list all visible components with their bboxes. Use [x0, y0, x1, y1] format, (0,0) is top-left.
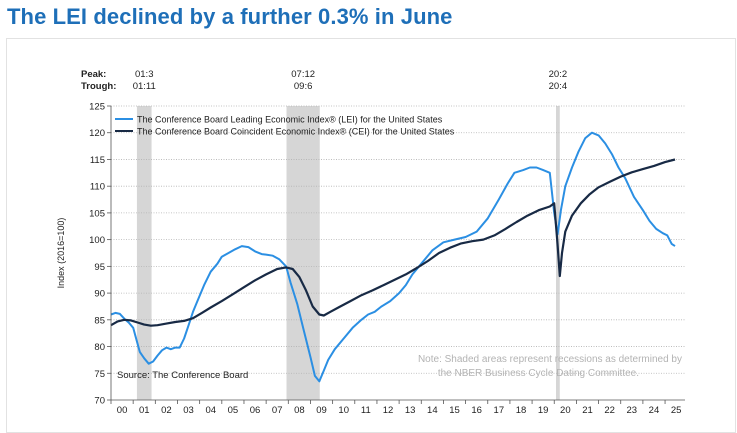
x-tick-label-02: 02: [161, 405, 172, 416]
x-tick-label-01: 01: [139, 405, 150, 416]
legend-label-lei: The Conference Board Leading Economic In…: [137, 115, 443, 125]
y-tick-label-80: 80: [94, 342, 105, 353]
x-tick-label-08: 08: [294, 405, 305, 416]
x-tick-label-09: 09: [316, 405, 327, 416]
recession-trough-label-3: 20:4: [549, 81, 568, 92]
y-tick-label-95: 95: [94, 262, 105, 273]
recession-peak-label-2: 07:12: [291, 69, 315, 80]
y-tick-label-85: 85: [94, 315, 105, 326]
series-lines: [110, 131, 676, 383]
x-tick-label-21: 21: [582, 405, 593, 416]
note-line-1: Note: Shaded areas represent recessions …: [418, 354, 682, 365]
y-tick-label-125: 125: [89, 102, 105, 113]
lei-cei-line-chart: 70 75 80 85 90 95 100 105 110 115 120 125 00 01 02 03 04…: [56, 69, 685, 416]
x-tick-label-13: 13: [405, 405, 416, 416]
x-tick-label-24: 24: [649, 405, 660, 416]
y-tick-label-110: 110: [90, 182, 105, 193]
cei-series-line: [110, 158, 676, 327]
x-tick-label-10: 10: [338, 405, 349, 416]
y-tick-label-70: 70: [94, 396, 105, 407]
x-tick-label-03: 03: [183, 405, 194, 416]
y-tick-label-100: 100: [89, 235, 105, 246]
recession-peak-label-1: 01:3: [135, 69, 154, 80]
y-tick-label-105: 105: [89, 208, 105, 219]
axes: 70 75 80 85 90 95 100 105 110 115 120 125 00 01 02 03 04…: [89, 102, 685, 416]
recession-peak-label-3: 20:2: [549, 69, 568, 80]
headline: The LEI declined by a further 0.3% in Ju…: [7, 4, 453, 29]
x-tick-label-20: 20: [560, 405, 571, 416]
note-line-2: the NBER Business Cycle Dating Committee…: [438, 368, 639, 379]
y-tick-label-115: 115: [90, 155, 105, 166]
y-axis-title: Index (2016=100): [56, 218, 66, 289]
chart-card: 70 75 80 85 90 95 100 105 110 115 120 125 00 01 02 03 04…: [6, 38, 736, 433]
recession-band-2: [286, 106, 320, 400]
x-tick-label-25: 25: [671, 405, 682, 416]
legend-label-cei: The Conference Board Coincident Economic…: [137, 127, 455, 137]
gridlines: [111, 105, 685, 374]
recession-trough-label-2: 09:6: [294, 81, 313, 92]
x-tick-label-07: 07: [272, 405, 283, 416]
x-tick-label-22: 22: [604, 405, 615, 416]
x-tick-label-16: 16: [471, 405, 482, 416]
x-tick-label-23: 23: [627, 405, 638, 416]
x-tick-label-00: 00: [117, 405, 128, 416]
lei-series-line: [110, 131, 676, 383]
x-tick-label-17: 17: [494, 405, 505, 416]
x-tick-label-12: 12: [383, 405, 394, 416]
trough-header-label: Trough:: [81, 81, 116, 92]
x-tick-label-19: 19: [538, 405, 549, 416]
x-tick-label-15: 15: [449, 405, 460, 416]
peak-header-label: Peak:: [81, 69, 106, 80]
recession-band-1: [136, 106, 152, 400]
x-tick-label-18: 18: [516, 405, 527, 416]
x-tick-label-14: 14: [427, 405, 438, 416]
y-tick-label-75: 75: [94, 369, 105, 380]
x-tick-label-05: 05: [228, 405, 239, 416]
y-tick-label-120: 120: [89, 128, 105, 139]
x-tick-label-04: 04: [205, 405, 216, 416]
x-tick-label-11: 11: [361, 405, 371, 416]
source-label: Source: The Conference Board: [117, 370, 248, 381]
y-tick-label-90: 90: [94, 289, 105, 300]
recession-trough-label-1: 01:11: [133, 81, 156, 92]
recession-shading: [136, 106, 560, 400]
x-tick-label-06: 06: [250, 405, 261, 416]
